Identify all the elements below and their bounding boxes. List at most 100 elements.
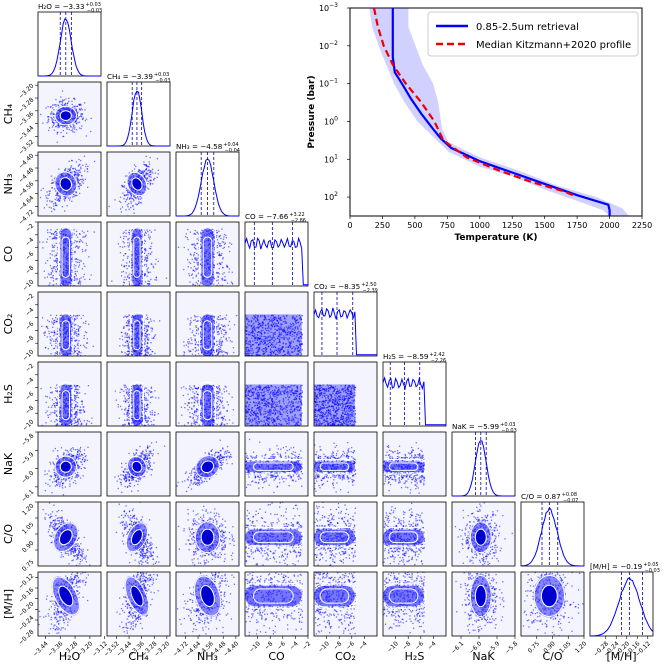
pt-y-tick-label: 100 [324,115,338,126]
density-core [314,384,355,426]
y-tick-label: −4 [24,236,35,247]
histogram-frame [314,292,377,356]
pt-y-tick-label: 10−2 [319,40,338,51]
x-axis-label-CO2: CO₂ [335,650,356,663]
y-tick-label: −0.12 [17,572,35,590]
panel-H2O-vs-CO [38,222,101,288]
panel-CH4-vs-NaK [107,432,170,496]
panel-NH3-vs-C/O [176,502,239,579]
pt-x-tick-label: 2000 [599,221,619,230]
y-tick-label: −2 [24,362,35,373]
y-tick-label: −10 [22,418,36,432]
y-axis-label-CO2: CO₂ [2,314,15,335]
y-tick-label: −2 [24,222,35,233]
histogram-NH3 [176,152,239,216]
x-tick-label: −4 [288,640,299,651]
panel-H2O-vs-C/O [36,488,101,584]
pt-y-tick-label: 102 [324,191,338,202]
y-axis-label-C/O: C/O [2,524,15,544]
y-axis-label-H2S: H₂S [2,384,15,404]
histogram-line [452,441,515,496]
y-tick-label: −2 [24,292,35,303]
x-axis-label-CH4: CH₄ [128,650,149,663]
panel-CO2-vs-NaK [312,432,377,496]
panel-NH3-vs-CO [176,222,239,288]
histogram-[M/H] [590,572,653,636]
histogram-H2S [383,362,446,426]
y-axis-label-CH4: CH₄ [2,103,15,124]
legend-label: Median Kitzmann+2020 profile [476,40,631,51]
y-tick-label: −5.8 [20,432,35,447]
x-axis-label-C/O: C/O [542,650,562,663]
density-core [245,384,302,426]
y-tick-label: −8 [24,334,35,345]
panel-H2O-vs-CH4 [35,82,101,146]
x-axis-label-H2O: H₂O [59,650,81,663]
pt-y-tick-label: 10−3 [319,2,338,13]
x-tick-label: −6.1 [450,640,465,655]
x-tick-label: −4 [426,640,437,651]
panel-CO-vs-CO2 [245,292,308,357]
histogram-line [383,378,446,425]
histogram-C/O [521,502,584,566]
x-axis-label-H2S: H₂S [405,650,425,663]
histogram-CH4 [107,82,170,146]
y-tick-label: −8 [24,404,35,415]
histogram-line [38,19,101,76]
panel-CO-vs-NaK [243,432,308,496]
panel-NH3-vs-CO2 [174,292,239,358]
y-tick-label: −5.9 [20,451,35,466]
y-axis-label-NaK: NaK [2,452,15,475]
pt-x-tick-label: 1000 [470,221,490,230]
y-axis-label-CO: CO [2,245,15,262]
histogram-line [314,308,377,355]
y-tick-label: −6 [24,390,35,401]
panel-CO-vs-C/O [243,495,308,573]
histogram-frame [107,82,170,146]
x-axis-label-NH3: NH₃ [197,650,218,663]
x-tick-label: −5.8 [504,640,519,655]
panel-CH4-vs-H2S [107,362,170,428]
y-tick-label: −3.20 [17,82,35,100]
y-tick-label: 1.05 [21,521,36,536]
pt-x-axis-label: Temperature (K) [454,233,537,243]
pt-legend: 0.85-2.5um retrieval Median Kitzmann+2020… [428,12,638,56]
panel-H2O-vs-CO2 [38,292,105,358]
histogram-frame [521,502,584,566]
panel-NaK-vs-C/O [452,501,515,582]
panel-H2O-vs-H2S [38,362,101,428]
y-axis-label-NH3: NH₃ [2,174,15,195]
x-tick-label: −10 [386,640,400,654]
histogram-line [521,508,584,566]
panel-CH4-vs-NH3 [107,152,170,217]
histogram-CO2 [314,292,377,356]
histogram-H2O [38,12,101,76]
panel-NaK-vs-[M/H] [452,554,515,651]
pt-y-tick-label: 101 [324,153,338,164]
contour-1sigma [475,585,486,607]
contour-1sigma [60,111,71,121]
pt-x-tick-label: 500 [407,221,422,230]
panel-H2S-vs-NaK [381,432,446,496]
legend-label: 0.85-2.5um retrieval [476,22,579,33]
x-tick-label: 0.75 [527,640,542,655]
x-axis-label-NaK: NaK [472,650,495,663]
x-axis-label-CO: CO [268,650,285,663]
density-core [245,314,302,356]
y-tick-label: −6 [24,320,35,331]
pt-x-tick-label: 2250 [632,221,652,230]
panel-CH4-vs-CO [107,222,170,288]
y-tick-label: −6 [24,250,35,261]
pt-x-tick-label: 750 [440,221,455,230]
panel-CH4-vs-CO2 [107,292,170,358]
histogram-frame [38,12,101,76]
x-tick-label: −4 [357,640,368,651]
x-tick-label: 1.20 [574,640,589,655]
panel-H2S-vs-C/O [381,501,446,569]
panel-C/O-vs-[M/H] [514,540,591,644]
histogram-NaK [452,432,515,496]
pt-y-tick-label: 10−1 [319,78,338,89]
panel-CH4-vs-C/O [107,485,170,582]
